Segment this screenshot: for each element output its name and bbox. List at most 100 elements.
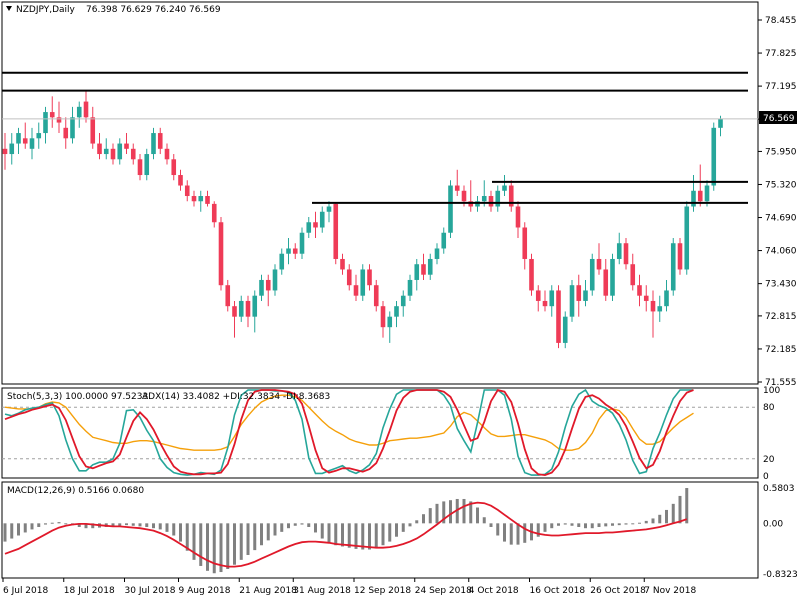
candle-body [346, 269, 352, 286]
macd-histogram-bar [253, 523, 257, 551]
candle-body [76, 106, 82, 118]
candle-body [245, 300, 251, 317]
candle-body [691, 190, 696, 207]
candle-body [677, 243, 683, 270]
macd-histogram-bar [509, 523, 513, 545]
macd-histogram-bar [91, 523, 95, 529]
candle-body [407, 279, 413, 296]
macd-histogram-bar [145, 523, 149, 527]
candle-body [191, 196, 197, 202]
candle-body [232, 306, 237, 317]
macd-histogram-bar [557, 523, 560, 526]
macd-histogram-bar [3, 523, 7, 542]
candle-body [360, 269, 366, 296]
macd-histogram-bar [401, 523, 405, 532]
macd-histogram-bar [665, 509, 668, 524]
candle-body [279, 253, 285, 270]
macd-histogram-bar [570, 523, 574, 526]
candle-body [549, 290, 555, 307]
candle-body [137, 159, 143, 176]
price-tick-label: 75.950 [765, 147, 797, 157]
candle-body [9, 143, 15, 155]
candle-body [448, 185, 453, 233]
candle-body [589, 258, 595, 291]
macd-histogram-bar [314, 523, 317, 533]
candle-body [29, 138, 35, 149]
candle-body [83, 101, 89, 118]
chart-header: NZDJPY,Daily 76.398 76.629 76.240 76.569 [6, 5, 221, 15]
macd-histogram-bar [138, 523, 142, 527]
candle-body [441, 232, 447, 249]
macd-histogram-bar [476, 507, 479, 524]
candle-body [697, 190, 703, 202]
macd-histogram-bar [395, 523, 398, 537]
candle-body [259, 279, 264, 296]
candle-body [157, 133, 163, 149]
stoch-tick-label: 80 [763, 403, 775, 413]
candle-body [2, 148, 8, 155]
candle-body [650, 300, 656, 312]
macd-histogram-bar [503, 523, 506, 542]
macd-histogram-bar [185, 523, 189, 551]
candle-body [529, 258, 534, 291]
horizontal-levels [2, 71, 758, 204]
price-panel-frame [1, 1, 759, 385]
candle-body [596, 258, 602, 270]
macd-histogram-bar [455, 498, 459, 524]
candle-body [367, 269, 372, 286]
candle-body [718, 118, 723, 128]
date-tick-label: 7 Nov 2018 [644, 586, 696, 596]
candle-body [292, 248, 298, 254]
macd-histogram-bar [212, 523, 216, 574]
macd-histogram-bar [671, 503, 675, 524]
collapse-triangle-icon[interactable] [6, 6, 12, 11]
candle-body [144, 154, 150, 176]
date-tick-label: 31 Aug 2018 [293, 586, 351, 596]
candle-body [427, 258, 433, 275]
candle-body [198, 196, 204, 202]
macd-histogram-bar [489, 523, 493, 527]
macd-histogram-bar [199, 523, 203, 566]
stoch-tick-label: 100 [763, 386, 780, 396]
macd-histogram-bar [435, 503, 439, 524]
macd-histogram-bar [307, 523, 311, 527]
macd-histogram-bar [590, 523, 594, 529]
price-tick-label: 77.195 [765, 82, 797, 92]
macd-histogram-bar [361, 523, 365, 550]
macd-histogram-bar [131, 523, 135, 526]
candle-body [16, 133, 21, 144]
candle-body [252, 295, 258, 317]
candle-body [265, 279, 271, 291]
macd-histogram-bar [563, 523, 567, 525]
macd-histogram-bar [543, 523, 547, 532]
macd-histogram-bar [165, 523, 169, 532]
macd-histogram-bar [638, 522, 641, 524]
macd-histogram-bar [341, 523, 344, 547]
macd-histogram-bar [516, 523, 520, 545]
date-tick-label: 16 Oct 2018 [530, 586, 586, 596]
macd-histogram-bar [260, 523, 263, 546]
macd-histogram-bar [206, 523, 209, 571]
candle-body [380, 306, 386, 328]
macd-tick-label: 0.00 [763, 519, 783, 529]
macd-histogram-bar [219, 523, 223, 573]
candle-body [272, 269, 278, 291]
candle-body [576, 285, 582, 301]
macd-histogram-bar [30, 523, 34, 530]
macd-histogram-bar [327, 523, 331, 543]
macd-signal-line [4, 501, 688, 568]
macd-histogram-bar [226, 523, 230, 569]
macd-histogram-bar [347, 523, 351, 548]
macd-histogram-bar [23, 523, 27, 533]
adx-label: ADX(14) 33.4082 +DI:32.3834 -DI:8.3683 [142, 392, 330, 402]
candle-body [319, 211, 325, 228]
macd-histogram-bar [685, 488, 689, 524]
macd-histogram-bar [37, 523, 41, 527]
date-tick-label: 26 Oct 2018 [590, 586, 646, 596]
candle-body [508, 185, 514, 207]
stoch-label: Stoch(5,3,3) 100.0000 97.5233 [7, 392, 148, 402]
macd-histogram-bar [64, 523, 68, 525]
macd-histogram-bar [280, 523, 284, 532]
candle-body [616, 243, 622, 259]
